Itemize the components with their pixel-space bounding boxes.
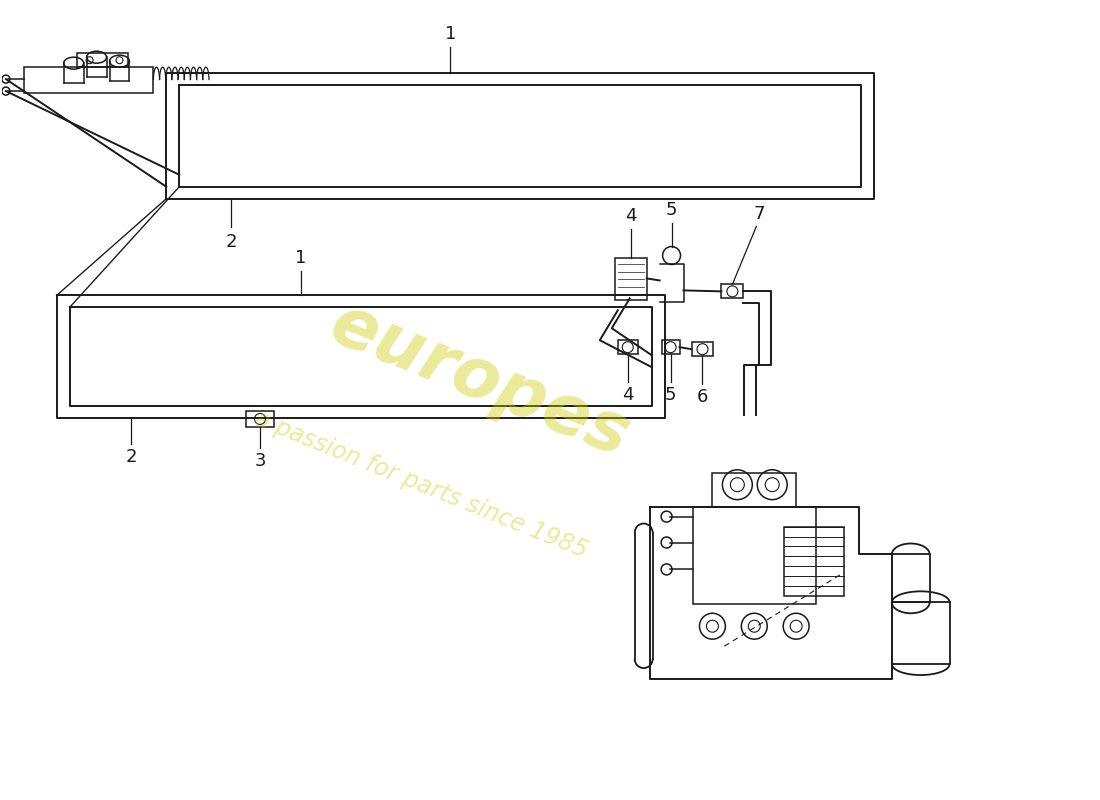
Bar	[615, 258, 647, 300]
Text: 5: 5	[664, 386, 676, 404]
Bar	[693, 506, 816, 604]
Text: 7: 7	[754, 205, 764, 222]
Text: europes: europes	[321, 290, 640, 470]
Text: 3: 3	[254, 452, 266, 470]
Text: a passion for parts since 1985: a passion for parts since 1985	[251, 406, 591, 562]
Bar	[722, 285, 744, 298]
Bar	[713, 473, 796, 506]
Text: 1: 1	[295, 250, 307, 267]
Text: 5: 5	[666, 201, 678, 218]
Bar	[246, 411, 274, 427]
Bar	[692, 342, 714, 356]
Bar	[618, 340, 638, 354]
Bar	[77, 54, 129, 67]
Text: 6: 6	[696, 388, 708, 406]
Bar	[24, 67, 153, 93]
Text: 4: 4	[621, 386, 634, 404]
Bar	[784, 526, 844, 596]
Text: 2: 2	[125, 448, 138, 466]
Bar	[661, 340, 680, 354]
Text: 4: 4	[625, 206, 637, 225]
Text: 1: 1	[444, 26, 456, 43]
Text: 2: 2	[226, 233, 236, 250]
